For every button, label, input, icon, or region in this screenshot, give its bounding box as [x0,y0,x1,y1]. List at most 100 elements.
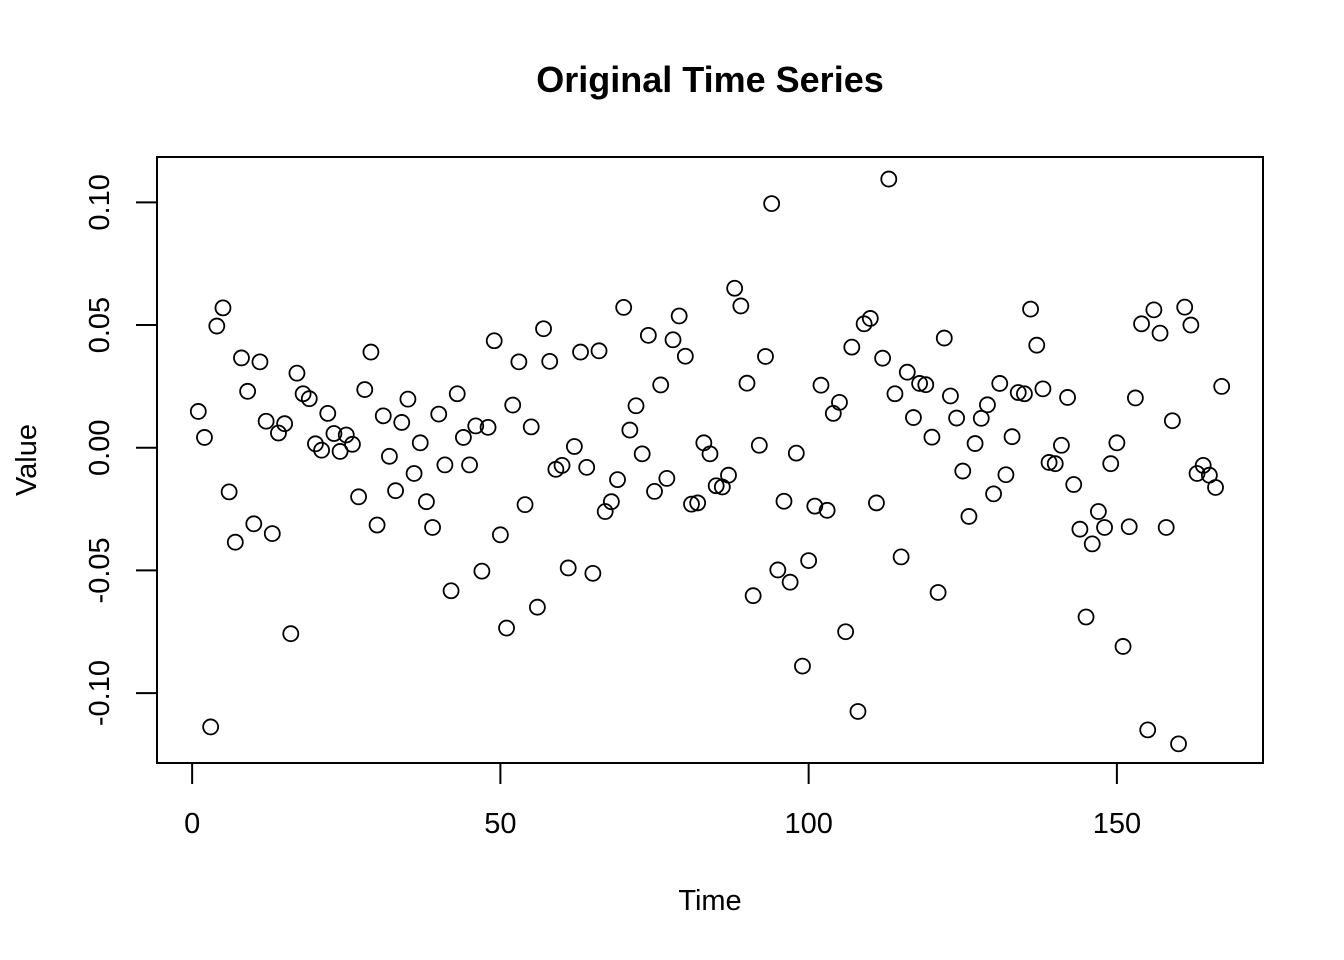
data-point [843,338,861,356]
data-point [960,508,978,525]
data-point [405,465,423,482]
y-tick-label: 0.05 [84,297,116,353]
data-point [868,494,885,512]
data-point [1009,384,1027,401]
data-point [1126,389,1144,407]
data-point [374,407,392,425]
data-point [510,353,528,371]
data-point [430,405,448,423]
data-point [701,445,719,463]
data-point [824,404,842,422]
data-point [350,488,367,506]
data-point [757,348,774,365]
data-point [1114,638,1132,655]
data-point [584,564,602,582]
data-point [942,387,959,405]
data-point [263,525,281,543]
data-point [485,332,503,350]
data-point [245,515,263,533]
data-point [621,421,639,439]
data-point [609,471,626,489]
data-point [381,447,398,465]
data-point [800,552,818,569]
data-point [658,470,676,487]
data-point [911,375,929,392]
data-point [750,436,768,454]
data-point [639,326,657,344]
data-point [818,501,836,519]
data-point [905,409,922,426]
data-point [1102,455,1120,473]
data-point [1028,336,1046,354]
data-point [1120,518,1138,536]
data-point [1059,389,1076,406]
data-point [972,409,990,427]
data-point [1194,456,1212,474]
data-point [1145,301,1163,319]
plot-frame [156,156,1264,764]
data-point [239,382,257,400]
data-point [1139,721,1157,739]
data-point [399,390,417,408]
data-point [683,495,700,513]
x-tick-label: 50 [484,808,516,840]
data-point [954,462,972,480]
data-point [1016,385,1033,403]
data-point [387,482,404,500]
data-point [787,444,805,462]
data-point [1065,476,1083,493]
data-point [528,598,546,616]
data-point [553,456,571,474]
data-point [362,343,380,361]
x-tick-label: 0 [184,808,200,840]
data-point [794,657,811,675]
data-points [189,170,1231,753]
data-point [935,329,953,347]
data-point [189,403,207,420]
data-point [313,441,331,459]
data-point [646,483,663,500]
data-point [707,477,725,495]
data-point [572,343,589,361]
data-point [344,435,361,453]
data-point [1022,300,1039,318]
data-point [288,364,306,382]
data-point [418,493,435,511]
data-point [214,299,232,317]
data-point [1108,434,1126,452]
data-point [652,376,670,394]
data-point [1053,436,1070,454]
data-point [831,393,848,411]
data-point [670,307,688,325]
data-point [732,297,750,315]
data-point [331,443,349,460]
data-point [1083,535,1101,553]
data-point [627,397,645,415]
data-point [892,548,910,566]
data-point [535,320,552,338]
data-point [664,331,682,349]
data-point [504,396,522,414]
x-axis: 0 50 100 150 [184,762,1141,840]
data-point [424,519,441,536]
data-point [855,315,873,333]
data-point [393,414,411,431]
data-point [763,195,781,213]
chart-title: Original Time Series [536,59,883,100]
y-tick-label: -0.10 [84,660,116,726]
data-point [676,347,694,365]
data-point [812,376,830,394]
y-tick-label: 0.10 [84,174,116,230]
data-point [226,533,244,551]
data-point [744,587,762,605]
data-point [615,298,633,316]
y-tick-label: -0.05 [84,537,116,603]
data-point [769,561,787,579]
data-point [448,385,466,403]
data-point [602,493,620,511]
data-point [633,445,651,463]
data-point [368,516,386,534]
data-point [270,424,287,442]
data-point [738,374,756,392]
